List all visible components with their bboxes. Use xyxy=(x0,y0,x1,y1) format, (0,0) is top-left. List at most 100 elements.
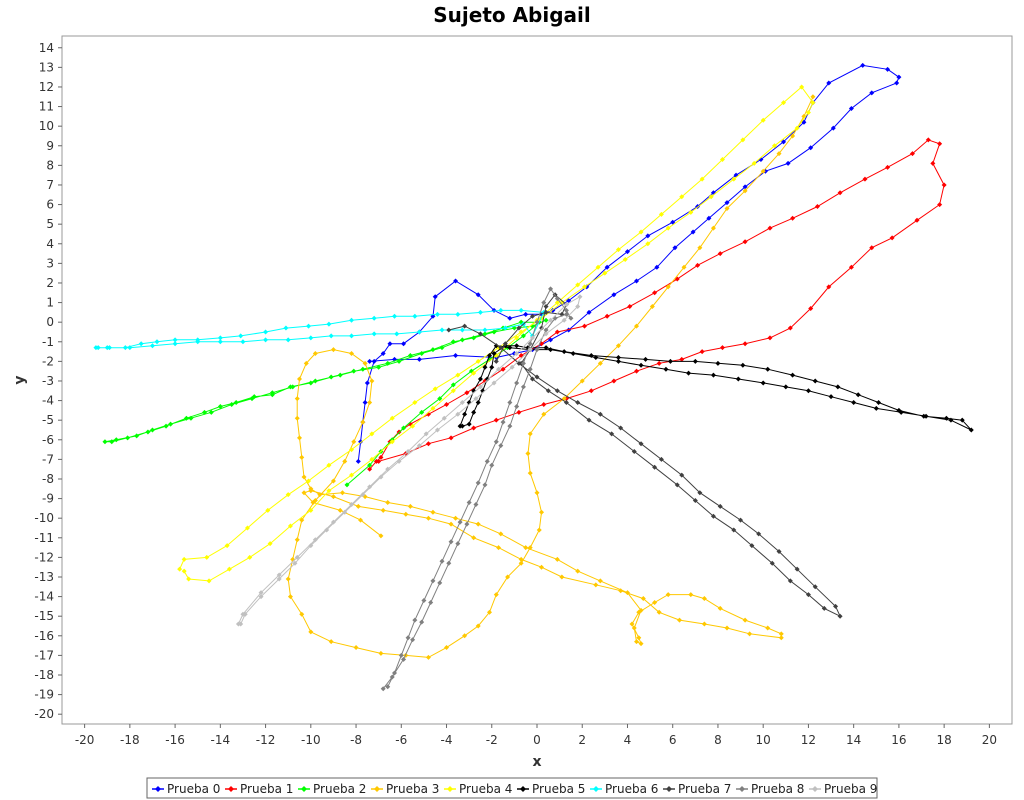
data-point xyxy=(217,403,223,409)
data-point xyxy=(898,409,904,415)
data-point xyxy=(306,323,312,329)
data-point xyxy=(582,323,587,329)
data-point xyxy=(423,431,429,437)
data-point xyxy=(652,290,658,296)
data-point xyxy=(308,380,314,386)
data-point xyxy=(328,374,334,380)
data-point xyxy=(794,125,800,131)
data-point xyxy=(810,94,816,100)
data-point xyxy=(113,437,119,443)
legend-swatch-marker xyxy=(812,786,818,792)
data-point xyxy=(493,343,499,349)
data-point xyxy=(240,339,246,345)
data-point xyxy=(860,62,866,68)
data-point xyxy=(498,345,504,351)
data-point xyxy=(914,217,920,223)
data-point xyxy=(104,345,110,351)
data-point xyxy=(444,402,450,408)
data-point xyxy=(554,296,560,302)
data-point xyxy=(692,498,698,504)
data-point xyxy=(742,341,748,347)
series-8 xyxy=(380,286,574,692)
x-tick-label: 10 xyxy=(756,733,771,747)
data-point xyxy=(344,482,350,488)
y-tick-label: 5 xyxy=(46,217,54,231)
data-point xyxy=(496,366,502,372)
data-point xyxy=(765,625,771,631)
data-point xyxy=(369,456,375,462)
y-tick-label: 0 xyxy=(46,315,54,329)
data-point xyxy=(518,560,524,566)
data-point xyxy=(812,584,818,590)
legend-swatch-marker xyxy=(228,786,234,792)
data-point xyxy=(283,325,289,331)
data-point xyxy=(518,329,524,335)
series-1 xyxy=(367,137,947,472)
data-point xyxy=(514,380,520,386)
data-point xyxy=(396,358,402,364)
y-tick-label: -9 xyxy=(42,492,54,506)
data-point xyxy=(959,417,965,423)
series-3 xyxy=(285,94,816,660)
data-point xyxy=(645,233,651,239)
legend-label: Prueba 1 xyxy=(240,782,293,796)
legend-label: Prueba 5 xyxy=(532,782,585,796)
data-point xyxy=(416,356,422,362)
data-point xyxy=(396,458,402,464)
data-point xyxy=(968,427,974,433)
data-point xyxy=(487,609,492,615)
data-point xyxy=(667,358,673,364)
x-tick-label: -10 xyxy=(301,733,321,747)
data-point xyxy=(507,400,513,406)
data-point xyxy=(206,578,212,584)
data-point xyxy=(392,670,397,676)
data-point xyxy=(369,378,375,384)
x-tick-label: 14 xyxy=(846,733,861,747)
data-point xyxy=(358,517,364,523)
data-point xyxy=(731,176,737,182)
data-point xyxy=(360,419,366,425)
data-point xyxy=(471,535,477,541)
data-point xyxy=(269,390,275,396)
data-point xyxy=(658,456,664,462)
data-point xyxy=(378,533,384,539)
data-point xyxy=(367,462,373,468)
data-point xyxy=(217,335,223,341)
data-point xyxy=(507,315,513,321)
data-point xyxy=(421,598,427,604)
data-point xyxy=(717,605,723,611)
data-point xyxy=(717,251,723,257)
data-point xyxy=(493,358,499,364)
x-axis-label: x xyxy=(532,754,541,770)
data-point xyxy=(482,327,488,333)
data-point xyxy=(835,384,841,390)
data-point xyxy=(719,156,725,162)
data-point xyxy=(500,366,506,372)
data-point xyxy=(527,545,533,551)
data-point xyxy=(701,596,707,602)
legend-item: Prueba 3 xyxy=(371,782,439,796)
data-point xyxy=(362,400,368,406)
data-point xyxy=(172,341,178,347)
data-point xyxy=(265,507,271,513)
data-point xyxy=(312,537,318,543)
data-point xyxy=(380,686,386,692)
data-point xyxy=(769,560,775,566)
x-tick-label: 0 xyxy=(533,733,541,747)
data-point xyxy=(516,409,522,415)
data-point xyxy=(539,509,545,515)
data-point xyxy=(457,519,463,525)
data-point xyxy=(489,462,495,468)
data-point xyxy=(459,400,465,406)
data-point xyxy=(450,382,456,388)
data-point xyxy=(615,354,621,360)
data-point xyxy=(491,329,497,335)
data-point xyxy=(848,264,854,270)
data-point xyxy=(805,388,811,394)
data-point xyxy=(349,472,355,478)
data-point xyxy=(303,360,309,366)
data-point xyxy=(930,160,936,166)
data-point xyxy=(697,490,703,496)
data-point xyxy=(186,576,192,582)
